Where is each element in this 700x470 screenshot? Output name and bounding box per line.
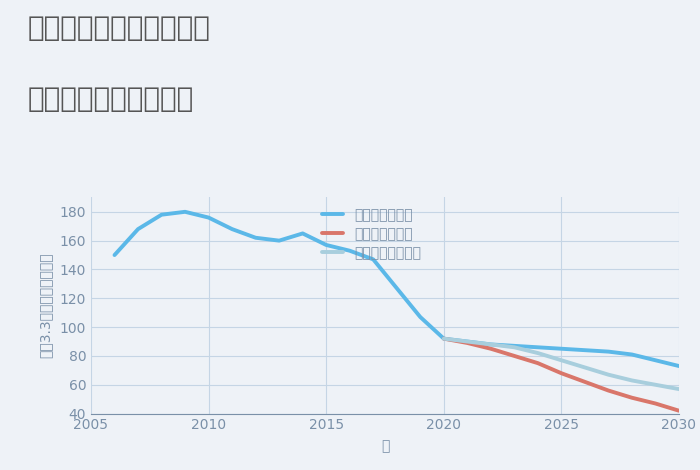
ノーマルシナリオ: [486, 342, 495, 347]
X-axis label: 年: 年: [381, 439, 389, 454]
グッドシナリオ: [628, 352, 636, 357]
ノーマルシナリオ: [533, 350, 542, 356]
ノーマルシナリオ: [463, 339, 472, 345]
Line: ノーマルシナリオ: ノーマルシナリオ: [444, 339, 679, 389]
グッドシナリオ: [533, 345, 542, 350]
バッドシナリオ: [651, 401, 659, 407]
グッドシナリオ: [393, 285, 401, 291]
ノーマルシナリオ: [651, 382, 659, 388]
バッドシナリオ: [581, 379, 589, 385]
Text: 中古戸建ての価格推移: 中古戸建ての価格推移: [28, 85, 195, 113]
Line: グッドシナリオ: グッドシナリオ: [115, 212, 679, 366]
グッドシナリオ: [510, 343, 519, 349]
ノーマルシナリオ: [440, 336, 448, 342]
バッドシナリオ: [628, 395, 636, 400]
グッドシナリオ: [322, 242, 330, 248]
グッドシナリオ: [440, 336, 448, 342]
バッドシナリオ: [486, 346, 495, 352]
ノーマルシナリオ: [581, 365, 589, 370]
Line: バッドシナリオ: バッドシナリオ: [444, 339, 679, 411]
バッドシナリオ: [675, 408, 683, 414]
バッドシナリオ: [557, 370, 566, 376]
バッドシナリオ: [510, 353, 519, 359]
バッドシナリオ: [463, 340, 472, 346]
グッドシナリオ: [604, 349, 612, 354]
Legend: グッドシナリオ, バッドシナリオ, ノーマルシナリオ: グッドシナリオ, バッドシナリオ, ノーマルシナリオ: [318, 204, 425, 265]
グッドシナリオ: [463, 339, 472, 345]
グッドシナリオ: [298, 231, 307, 236]
グッドシナリオ: [181, 209, 189, 215]
グッドシナリオ: [111, 252, 119, 258]
グッドシナリオ: [346, 248, 354, 253]
グッドシナリオ: [581, 347, 589, 353]
グッドシナリオ: [416, 314, 424, 320]
グッドシナリオ: [651, 358, 659, 363]
グッドシナリオ: [228, 226, 237, 232]
バッドシナリオ: [440, 336, 448, 342]
グッドシナリオ: [134, 226, 142, 232]
グッドシナリオ: [675, 363, 683, 369]
ノーマルシナリオ: [510, 345, 519, 350]
グッドシナリオ: [369, 257, 377, 262]
ノーマルシナリオ: [557, 358, 566, 363]
グッドシナリオ: [251, 235, 260, 241]
ノーマルシナリオ: [675, 386, 683, 392]
グッドシナリオ: [158, 212, 166, 218]
バッドシナリオ: [533, 360, 542, 366]
グッドシナリオ: [557, 346, 566, 352]
Y-axis label: 坪（3.3㎡）単価（万円）: 坪（3.3㎡）単価（万円）: [38, 253, 52, 358]
グッドシナリオ: [275, 238, 284, 243]
バッドシナリオ: [604, 388, 612, 393]
ノーマルシナリオ: [628, 377, 636, 383]
グッドシナリオ: [204, 215, 213, 220]
グッドシナリオ: [486, 342, 495, 347]
Text: 兵庫県尼崎市武庫の里の: 兵庫県尼崎市武庫の里の: [28, 14, 211, 42]
ノーマルシナリオ: [604, 372, 612, 377]
